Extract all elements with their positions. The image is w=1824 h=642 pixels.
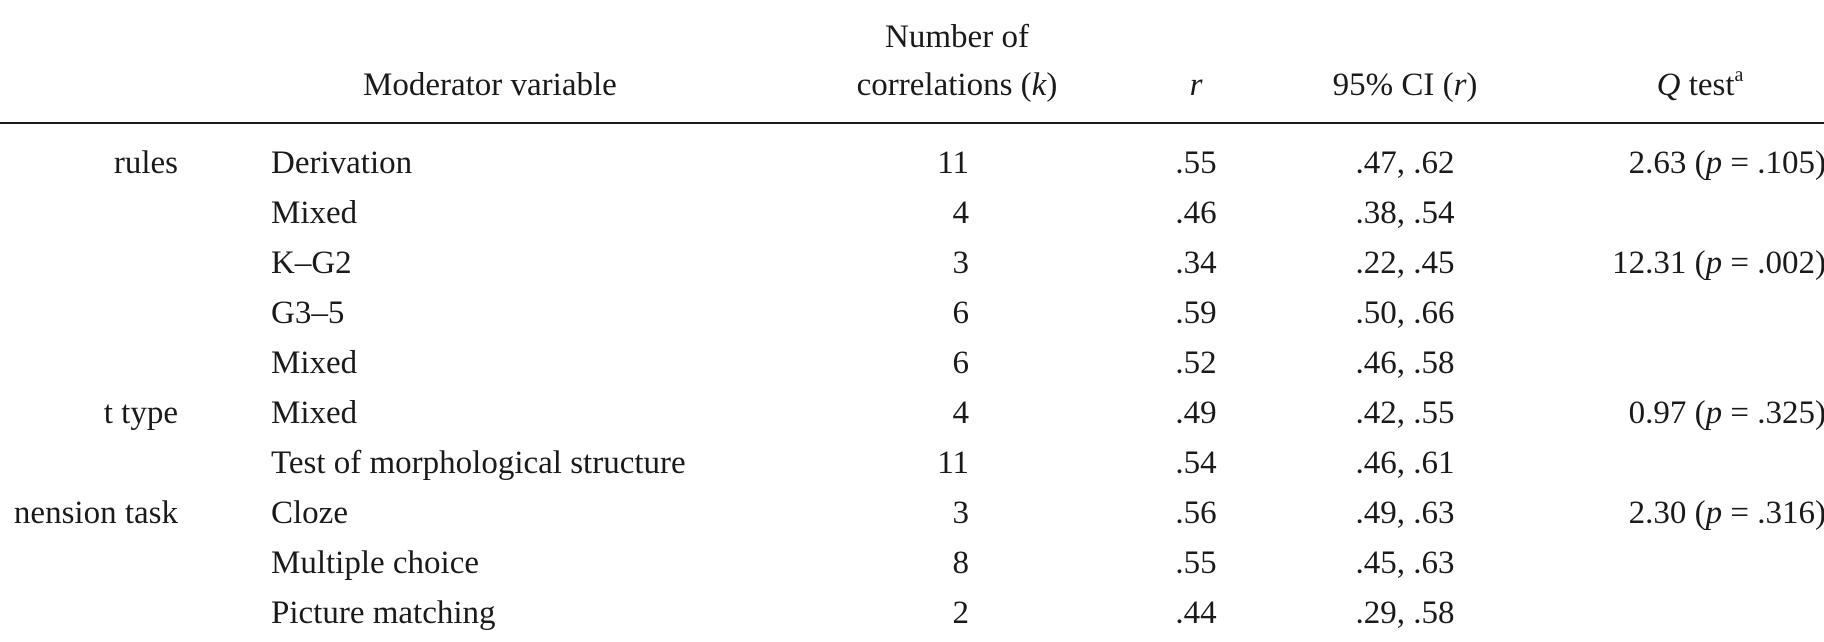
row-r: .56 bbox=[1175, 495, 1217, 531]
row-q-p-symbol: p bbox=[1705, 395, 1723, 431]
row-q-p-symbol: p bbox=[1705, 245, 1723, 281]
row-category: rules bbox=[113, 145, 178, 181]
row-moderator: K–G2 bbox=[271, 245, 352, 281]
row-ci: .50, .66 bbox=[1355, 295, 1455, 331]
table-row: rules Derivation 11 .55 .47, .62 2.63 (p = .1… bbox=[0, 138, 1824, 188]
header-k-pre: correlations ( bbox=[856, 67, 1032, 103]
row-k: 3 bbox=[952, 495, 970, 531]
row-ci: .45, .63 bbox=[1355, 545, 1455, 581]
row-r: .34 bbox=[1175, 245, 1217, 281]
header-rule bbox=[0, 122, 1824, 124]
row-moderator: G3–5 bbox=[271, 295, 345, 331]
row-r: .46 bbox=[1175, 195, 1217, 231]
row-k: 8 bbox=[952, 545, 970, 581]
header-k-line2: correlations (k) bbox=[857, 61, 1058, 109]
row-moderator: Picture matching bbox=[271, 595, 496, 631]
row-moderator: Cloze bbox=[271, 495, 348, 531]
header-k-symbol: k bbox=[1031, 67, 1047, 103]
row-category: t type bbox=[103, 395, 178, 431]
row-q-p-symbol: p bbox=[1705, 495, 1723, 531]
row-ci: .42, .55 bbox=[1355, 395, 1455, 431]
row-r: .52 bbox=[1175, 345, 1217, 381]
header-moderator-variable: Moderator variable bbox=[363, 61, 617, 109]
row-ci: .47, .62 bbox=[1355, 145, 1455, 181]
row-category: nension task bbox=[13, 495, 178, 531]
row-moderator: Derivation bbox=[271, 145, 413, 181]
row-moderator: Test of morphological structure bbox=[271, 445, 686, 481]
table-row: t type Mixed 4 .49 .42, .55 0.97 (p = .325) bbox=[0, 388, 1824, 438]
row-ci: .29, .58 bbox=[1355, 595, 1455, 631]
table-row: Mixed 6 .52 .46, .58 bbox=[0, 338, 1824, 388]
row-r: .59 bbox=[1175, 295, 1217, 331]
row-ci: .49, .63 bbox=[1355, 495, 1455, 531]
header-r: r bbox=[1190, 61, 1203, 109]
row-r: .54 bbox=[1175, 445, 1217, 481]
row-r: .49 bbox=[1175, 395, 1217, 431]
row-k: 6 bbox=[952, 345, 970, 381]
row-k: 11 bbox=[937, 445, 969, 481]
header-ci-pre: 95% CI ( bbox=[1332, 67, 1454, 103]
row-q-p-symbol: p bbox=[1705, 145, 1723, 181]
row-q-p-value: = .316) bbox=[1722, 495, 1824, 531]
row-k: 4 bbox=[952, 395, 970, 431]
row-q-test: 2.63 (p = .105) bbox=[1629, 138, 1824, 188]
row-k: 2 bbox=[952, 595, 970, 631]
row-ci: .46, .58 bbox=[1355, 345, 1455, 381]
row-k: 3 bbox=[952, 245, 970, 281]
header-r-symbol: r bbox=[1189, 67, 1203, 103]
row-k: 6 bbox=[952, 295, 970, 331]
table-row: nension task Cloze 3 .56 .49, .63 2.30 (p = .… bbox=[0, 488, 1824, 538]
header-k-line1-text: Number of bbox=[885, 19, 1029, 55]
header-k-line1: Number of bbox=[885, 13, 1029, 61]
row-q-value: 12.31 ( bbox=[1612, 245, 1706, 281]
row-r: .55 bbox=[1175, 545, 1217, 581]
row-q-p-value: = .002) bbox=[1722, 245, 1824, 281]
row-ci: .46, .61 bbox=[1355, 445, 1455, 481]
row-q-p-value: = .105) bbox=[1722, 145, 1824, 181]
header-ci-post: ) bbox=[1466, 67, 1478, 103]
row-r: .55 bbox=[1175, 145, 1217, 181]
table-row: Picture matching 2 .44 .29, .58 bbox=[0, 588, 1824, 638]
row-moderator: Multiple choice bbox=[271, 545, 480, 581]
row-k: 4 bbox=[952, 195, 970, 231]
row-r: .44 bbox=[1175, 595, 1217, 631]
header-ci-symbol: r bbox=[1453, 67, 1467, 103]
row-q-value: 2.63 ( bbox=[1628, 145, 1706, 181]
row-k: 11 bbox=[937, 145, 969, 181]
header-moderator-text: Moderator variable bbox=[363, 67, 617, 103]
table-row: Mixed 4 .46 .38, .54 bbox=[0, 188, 1824, 238]
row-q-test: 12.31 (p = .002) bbox=[1612, 238, 1824, 288]
row-q-p-value: = .325) bbox=[1722, 395, 1824, 431]
header-q-text: test bbox=[1680, 67, 1735, 103]
row-moderator: Mixed bbox=[271, 345, 358, 381]
header-q-footnote: a bbox=[1734, 64, 1744, 86]
row-q-test: 0.97 (p = .325) bbox=[1629, 388, 1824, 438]
row-q-value: 2.30 ( bbox=[1628, 495, 1706, 531]
header-q-symbol: Q bbox=[1656, 67, 1681, 103]
header-q-test: Q testa bbox=[1657, 61, 1744, 109]
row-q-value: 0.97 ( bbox=[1628, 395, 1706, 431]
table-row: Multiple choice 8 .55 .45, .63 bbox=[0, 538, 1824, 588]
row-moderator: Mixed bbox=[271, 395, 358, 431]
table-row: G3–5 6 .59 .50, .66 bbox=[0, 288, 1824, 338]
header-k-post: ) bbox=[1046, 67, 1058, 103]
row-ci: .22, .45 bbox=[1355, 245, 1455, 281]
row-q-test: 2.30 (p = .316) bbox=[1629, 488, 1824, 538]
table-row: Test of morphological structure 11 .54 .46,… bbox=[0, 438, 1824, 488]
table-row: K–G2 3 .34 .22, .45 12.31 (p = .002) bbox=[0, 238, 1824, 288]
header-ci: 95% CI (r) bbox=[1333, 61, 1478, 109]
row-moderator: Mixed bbox=[271, 195, 358, 231]
row-ci: .38, .54 bbox=[1355, 195, 1455, 231]
